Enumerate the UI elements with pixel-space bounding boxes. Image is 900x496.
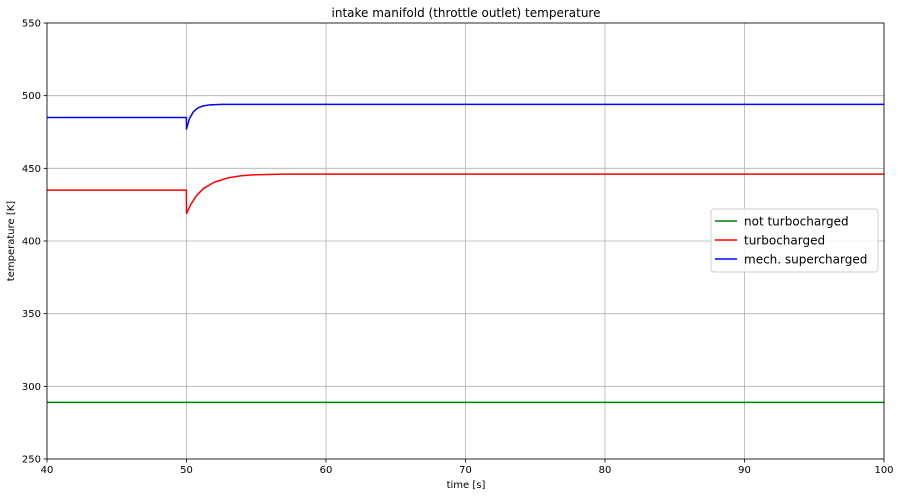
y-tick-label: 450: [22, 164, 41, 175]
legend-label: not turbocharged: [744, 215, 849, 229]
x-tick-label: 70: [459, 465, 472, 476]
y-tick-label: 400: [22, 237, 41, 248]
legend-box: [710, 208, 879, 273]
y-axis-label: temperature [K]: [6, 201, 17, 281]
tick-layer: 40 50 60 70 80 90 100 250 300 350 400 450 500 550: [22, 19, 894, 477]
x-axis-label: time [s]: [447, 480, 486, 491]
legend-label: turbocharged: [744, 234, 825, 248]
x-tick-label: 40: [41, 465, 54, 476]
x-tick-label: 60: [320, 465, 333, 476]
series-layer: [47, 103, 884, 404]
legend-label: mech. supercharged: [744, 253, 867, 267]
legend: not turbocharged turbocharged mech. superc…: [710, 208, 879, 273]
x-tick-label: 80: [599, 465, 612, 476]
x-tick-label: 100: [874, 465, 893, 476]
y-tick-label: 500: [22, 91, 41, 102]
y-tick-label: 350: [22, 309, 41, 320]
series-line-2: [47, 173, 884, 215]
series-line-3: [47, 103, 884, 130]
y-tick-label: 250: [22, 455, 41, 466]
chart-title: intake manifold (throttle outlet) temper…: [332, 6, 601, 20]
x-tick-label: 90: [738, 465, 751, 476]
y-tick-label: 550: [22, 19, 41, 30]
y-tick-label: 300: [22, 382, 41, 393]
x-tick-label: 50: [180, 465, 193, 476]
